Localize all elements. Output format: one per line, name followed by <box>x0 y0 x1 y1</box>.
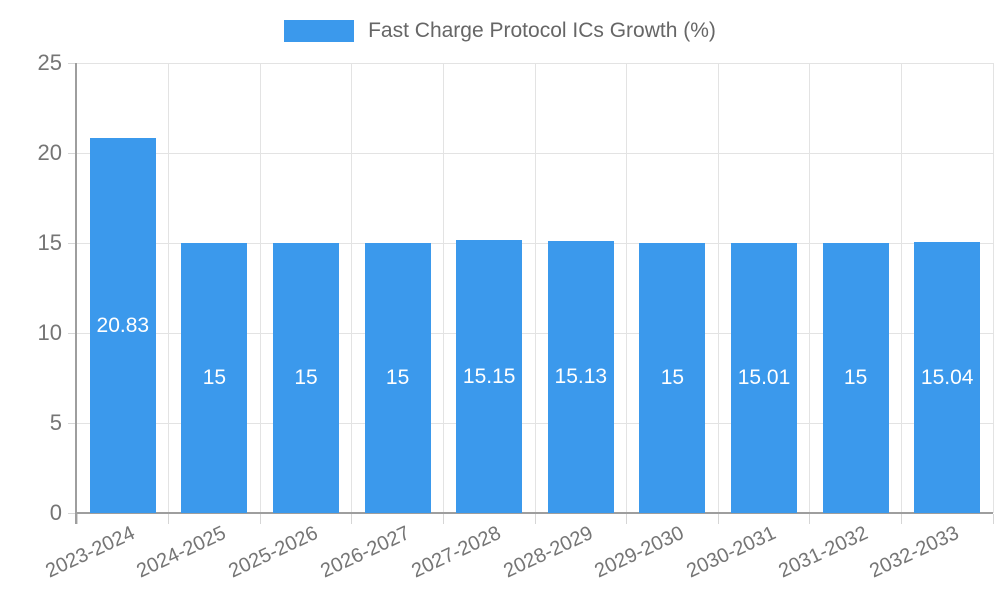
y-tick <box>68 332 77 334</box>
x-gridline <box>809 63 811 513</box>
bar[interactable]: 15.15 <box>456 240 523 513</box>
bar[interactable]: 15 <box>273 243 339 513</box>
x-tick <box>442 514 444 524</box>
x-tick <box>626 514 628 524</box>
x-tick <box>809 514 811 524</box>
legend-swatch <box>284 20 355 42</box>
bar[interactable]: 15 <box>364 243 431 513</box>
bar-value-label: 20.83 <box>96 313 150 337</box>
x-tick <box>717 514 719 524</box>
bar[interactable]: 15 <box>181 243 248 513</box>
x-gridline <box>442 63 444 513</box>
x-gridline <box>534 63 536 513</box>
bar[interactable]: 15.01 <box>731 242 797 513</box>
y-axis-line <box>75 63 77 524</box>
y-axis-tick-label: 5 <box>49 410 62 435</box>
legend[interactable]: Fast Charge Protocol ICs Growth (%) <box>0 19 1000 43</box>
y-axis-tick-label: 0 <box>49 500 62 525</box>
x-gridline <box>717 63 719 513</box>
y-axis-tick-label: 25 <box>37 50 62 75</box>
bar-value-label: 15.13 <box>554 364 608 388</box>
x-gridline <box>992 63 994 513</box>
x-tick <box>76 514 78 524</box>
bar-value-label: 15 <box>385 366 410 389</box>
x-tick <box>534 514 536 524</box>
bar-value-label: 15.01 <box>737 365 791 389</box>
x-gridline <box>259 63 261 513</box>
bar-value-label: 15 <box>294 366 318 389</box>
x-gridline <box>168 63 170 513</box>
bar[interactable]: 20.83 <box>89 138 156 513</box>
x-gridline <box>351 63 353 513</box>
y-axis-tick-label: 20 <box>37 140 62 165</box>
x-gridline <box>626 63 628 513</box>
plot-area: 0 5 10 15 20 25 20.83 2023-2024 15 2024-2025 15 202… <box>38 51 994 582</box>
bar-value-label: 15 <box>202 366 227 389</box>
bar[interactable]: 15.04 <box>914 242 981 513</box>
x-tick <box>259 514 261 524</box>
bar[interactable]: 15 <box>822 243 889 513</box>
y-tick <box>68 242 77 244</box>
y-axis-tick-label: 10 <box>37 320 62 345</box>
y-tick <box>68 152 77 154</box>
x-tick <box>900 514 902 524</box>
x-gridline <box>900 63 902 513</box>
bar-value-label: 15 <box>843 366 868 389</box>
y-tick <box>68 62 77 64</box>
x-tick <box>168 514 170 524</box>
bar[interactable]: 15 <box>639 243 706 513</box>
y-tick <box>68 422 77 424</box>
x-tick <box>992 514 994 524</box>
legend-label: Fast Charge Protocol ICs Growth (%) <box>368 19 716 42</box>
y-axis-tick-label: 15 <box>37 230 62 255</box>
y-tick <box>68 512 77 514</box>
bar[interactable]: 15.13 <box>547 240 614 513</box>
bar-value-label: 15.04 <box>920 365 974 389</box>
x-tick <box>351 514 353 524</box>
x-axis-line <box>75 512 993 514</box>
bar-value-label: 15.15 <box>462 364 516 388</box>
bar-value-label: 15 <box>660 366 685 389</box>
